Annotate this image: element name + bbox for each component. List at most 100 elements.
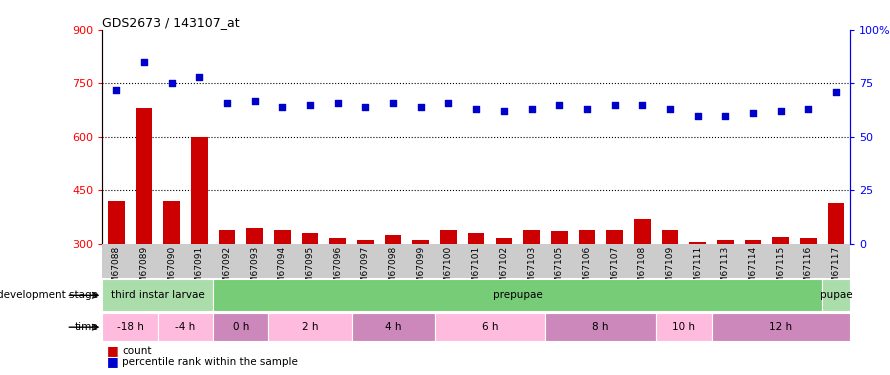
- Text: GSM67116: GSM67116: [804, 246, 813, 295]
- Bar: [711, 313, 850, 341]
- Text: -18 h: -18 h: [117, 322, 143, 332]
- Text: prepupae: prepupae: [493, 290, 543, 300]
- Text: GSM67094: GSM67094: [278, 246, 287, 295]
- Text: GDS2673 / 143107_at: GDS2673 / 143107_at: [102, 16, 240, 29]
- Text: GSM67115: GSM67115: [776, 246, 785, 295]
- Text: time: time: [74, 322, 98, 332]
- Text: GSM67102: GSM67102: [499, 246, 508, 295]
- Point: [552, 102, 566, 108]
- Bar: [496, 238, 512, 351]
- Point: [469, 106, 483, 112]
- Bar: [578, 230, 595, 351]
- Bar: [213, 279, 822, 311]
- Bar: [213, 313, 269, 341]
- Text: ■: ■: [107, 356, 118, 368]
- Bar: [269, 313, 352, 341]
- Text: GSM67096: GSM67096: [333, 246, 343, 295]
- Bar: [690, 242, 706, 351]
- Bar: [717, 240, 733, 351]
- Text: GSM67099: GSM67099: [417, 246, 425, 295]
- Point: [220, 100, 234, 106]
- Text: GSM67095: GSM67095: [305, 246, 314, 295]
- Text: 0 h: 0 h: [232, 322, 249, 332]
- Bar: [102, 313, 158, 341]
- Text: GSM67090: GSM67090: [167, 246, 176, 295]
- Text: 12 h: 12 h: [769, 322, 792, 332]
- Point: [718, 112, 732, 118]
- Point: [414, 104, 428, 110]
- Text: GSM67088: GSM67088: [111, 246, 121, 295]
- Point: [275, 104, 289, 110]
- Bar: [468, 233, 484, 351]
- Bar: [329, 238, 346, 351]
- Bar: [656, 313, 711, 341]
- Point: [829, 89, 843, 95]
- Text: GSM67103: GSM67103: [527, 246, 536, 295]
- Point: [247, 98, 262, 104]
- Text: GSM67092: GSM67092: [222, 246, 231, 295]
- Text: 8 h: 8 h: [593, 322, 609, 332]
- Bar: [247, 228, 263, 351]
- Point: [579, 106, 594, 112]
- Point: [330, 100, 344, 106]
- Bar: [773, 237, 789, 351]
- Point: [165, 81, 179, 87]
- Point: [691, 112, 705, 118]
- Bar: [606, 230, 623, 351]
- Point: [359, 104, 373, 110]
- Point: [635, 102, 650, 108]
- Point: [441, 100, 456, 106]
- Text: GSM67093: GSM67093: [250, 246, 259, 295]
- Point: [303, 102, 317, 108]
- Point: [497, 108, 511, 114]
- Text: 4 h: 4 h: [384, 322, 401, 332]
- Bar: [634, 219, 651, 351]
- Bar: [302, 233, 319, 351]
- Text: development stage: development stage: [0, 290, 98, 300]
- Text: GSM67100: GSM67100: [444, 246, 453, 295]
- Point: [137, 59, 151, 65]
- Bar: [163, 201, 180, 351]
- Bar: [274, 230, 291, 351]
- Point: [524, 106, 538, 112]
- Text: GSM67089: GSM67089: [140, 246, 149, 295]
- Bar: [441, 230, 457, 351]
- Bar: [661, 230, 678, 351]
- Bar: [412, 240, 429, 351]
- Text: GSM67107: GSM67107: [610, 246, 619, 295]
- Text: ■: ■: [107, 344, 118, 357]
- Bar: [523, 230, 540, 351]
- Bar: [135, 108, 152, 351]
- Point: [663, 106, 677, 112]
- Text: third instar larvae: third instar larvae: [111, 290, 205, 300]
- Text: 2 h: 2 h: [302, 322, 319, 332]
- Bar: [108, 201, 125, 351]
- Bar: [158, 313, 213, 341]
- Point: [746, 110, 760, 116]
- Bar: [745, 240, 761, 351]
- Text: GSM67097: GSM67097: [360, 246, 370, 295]
- Point: [109, 87, 124, 93]
- Point: [801, 106, 815, 112]
- Text: percentile rank within the sample: percentile rank within the sample: [122, 357, 298, 367]
- Bar: [822, 279, 850, 311]
- Bar: [551, 231, 568, 351]
- Bar: [800, 238, 817, 351]
- Bar: [828, 203, 845, 351]
- Point: [773, 108, 788, 114]
- Bar: [352, 313, 434, 341]
- Text: pupae: pupae: [820, 290, 853, 300]
- Bar: [434, 313, 546, 341]
- Text: -4 h: -4 h: [175, 322, 196, 332]
- Bar: [546, 313, 656, 341]
- Text: GSM67106: GSM67106: [582, 246, 592, 295]
- Bar: [219, 230, 235, 351]
- Point: [608, 102, 622, 108]
- Text: GSM67098: GSM67098: [389, 246, 398, 295]
- Text: count: count: [122, 346, 151, 355]
- Text: GSM67109: GSM67109: [666, 246, 675, 295]
- Text: GSM67101: GSM67101: [472, 246, 481, 295]
- Bar: [191, 137, 207, 351]
- Text: 10 h: 10 h: [672, 322, 695, 332]
- Point: [386, 100, 400, 106]
